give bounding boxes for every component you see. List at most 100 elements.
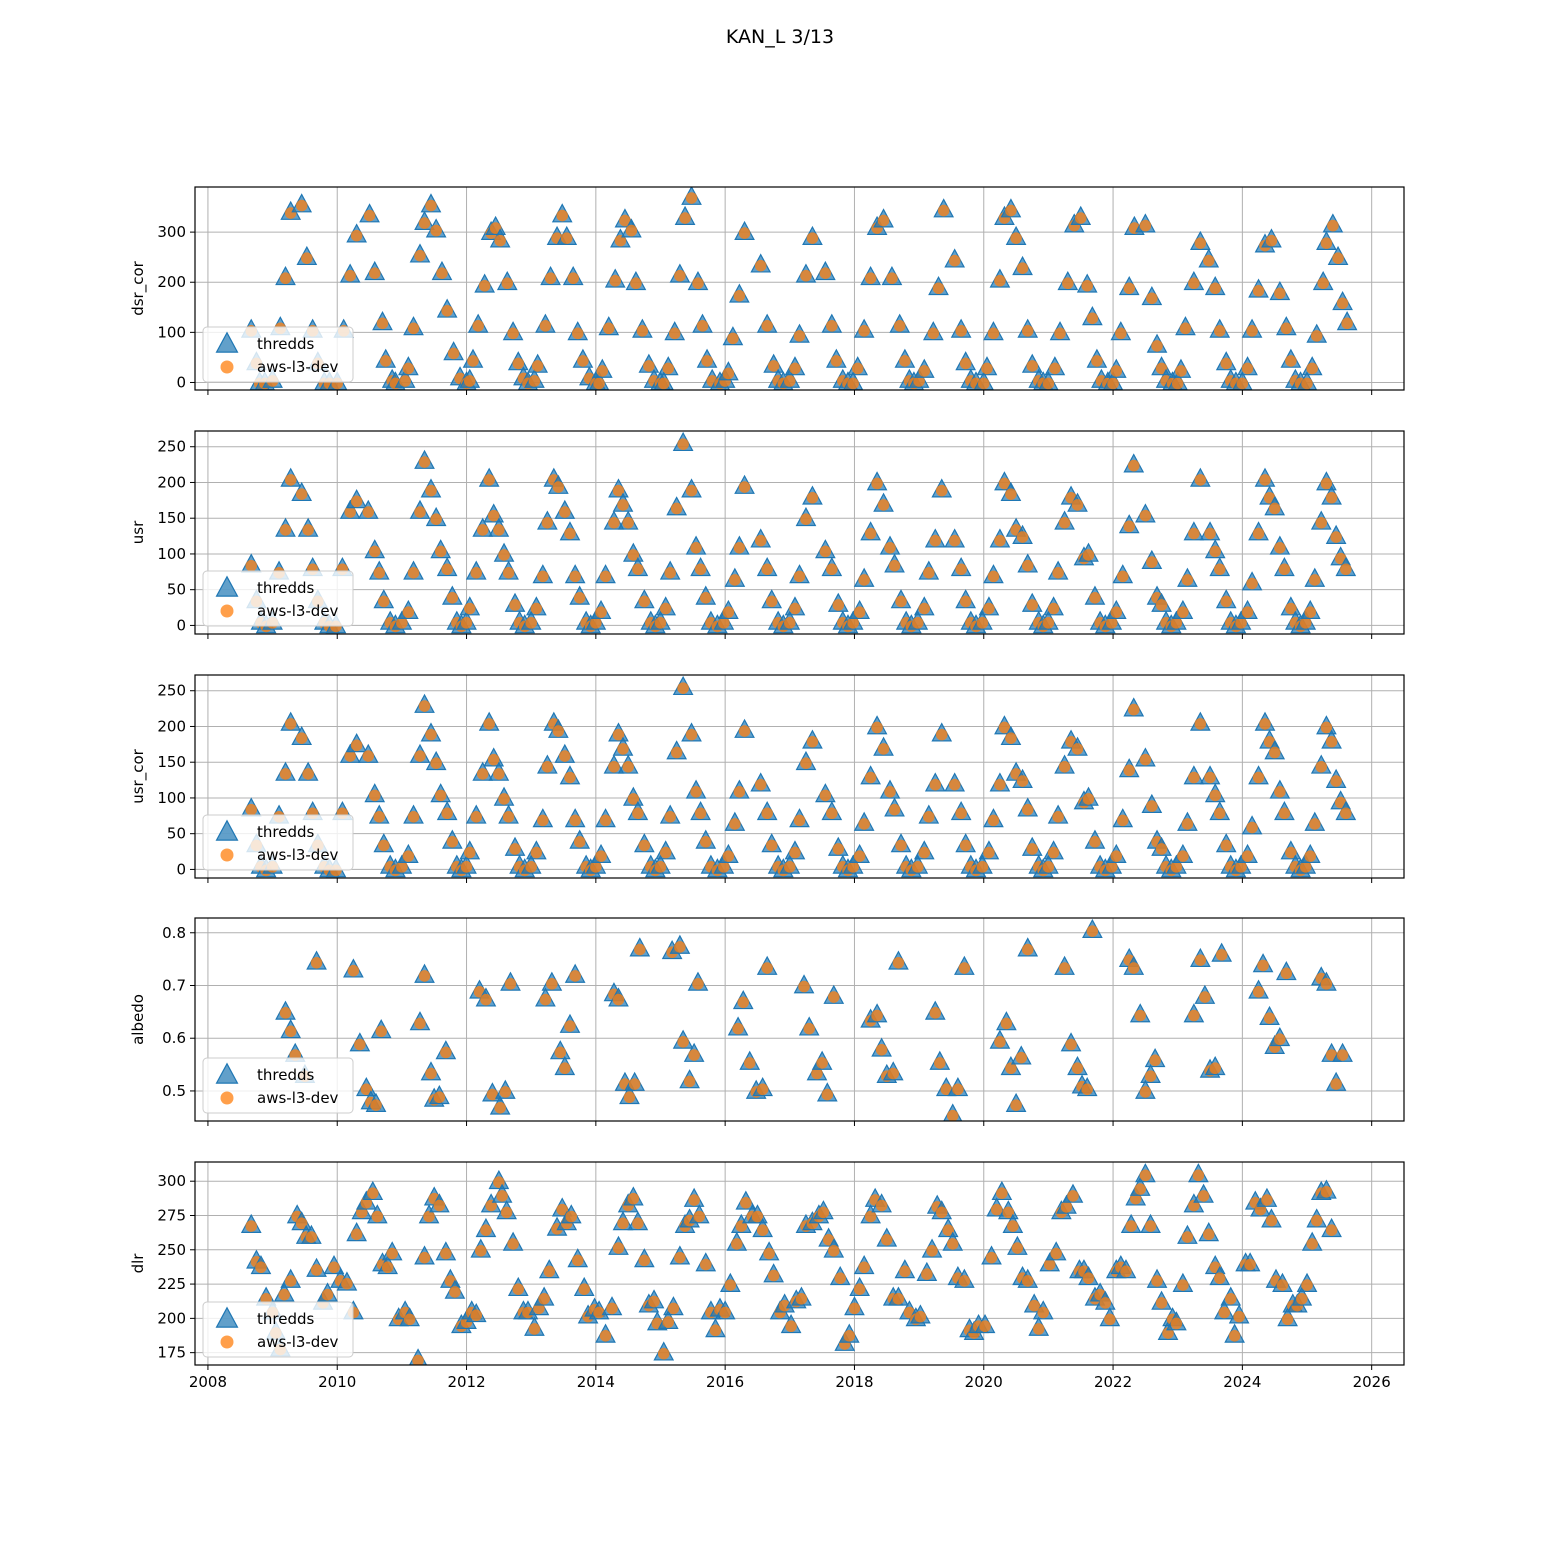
aws-l3-dev-point	[279, 1007, 292, 1019]
aws-l3-dev-point	[402, 362, 415, 375]
aws-l3-dev-point	[733, 541, 746, 554]
aws-l3-dev-point	[800, 269, 812, 282]
aws-l3-dev-point	[449, 1286, 461, 1298]
aws-l3-dev-point	[1015, 1051, 1028, 1064]
aws-l3-dev-point	[1320, 477, 1333, 490]
aws-l3-dev-point	[1144, 1220, 1157, 1232]
aws-l3-dev-point	[1241, 606, 1254, 618]
aws-l3-dev-point	[730, 1238, 743, 1250]
figure-title: KAN_L 3/13	[725, 26, 835, 48]
aws-l3-dev-point	[1265, 1214, 1278, 1227]
aws-l3-dev-point	[1110, 365, 1123, 377]
aws-l3-dev-point	[738, 481, 751, 493]
aws-l3-dev-point	[612, 728, 625, 741]
aws-l3-dev-point	[864, 527, 877, 540]
aws-l3-dev-point	[914, 1310, 927, 1323]
aws-l3-dev-point	[853, 606, 866, 618]
x-tick-label: 2008	[189, 1373, 227, 1391]
aws-l3-dev-point	[848, 1302, 861, 1315]
aws-l3-dev-point	[530, 602, 543, 615]
aws-l3-dev-point	[622, 516, 634, 529]
aws-l3-dev-point	[643, 360, 655, 372]
aws-l3-dev-point	[1320, 721, 1333, 734]
aws-l3-dev-point	[795, 1292, 808, 1305]
aws-l3-dev-point	[724, 1279, 737, 1291]
aws-l3-dev-point	[279, 768, 292, 780]
aws-l3-dev-point	[328, 1261, 340, 1274]
aws-l3-dev-point	[595, 606, 607, 618]
aws-l3-dev-point	[1110, 850, 1123, 862]
aws-l3-dev-point	[1308, 818, 1321, 830]
aws-l3-dev-point	[789, 602, 801, 615]
aws-l3-dev-point	[932, 282, 945, 295]
aws-l3-dev-point	[460, 861, 473, 873]
aws-l3-dev-point	[778, 1299, 791, 1312]
aws-l3-dev-point	[1134, 1183, 1147, 1195]
aws-l3-dev-point	[483, 474, 495, 486]
aws-l3-dev-point	[539, 320, 552, 332]
y-tick-label: 150	[157, 753, 186, 771]
aws-l3-dev-point	[414, 750, 426, 762]
aws-l3-dev-point	[1155, 843, 1168, 855]
aws-l3-dev-point	[1317, 277, 1329, 290]
aws-l3-dev-point	[875, 1043, 888, 1056]
legend-aws-label: aws-l3-dev	[257, 1333, 339, 1351]
aws-l3-dev-point	[688, 1194, 700, 1206]
aws-l3-dev-point	[895, 595, 907, 608]
aws-l3-dev-point	[578, 1283, 591, 1295]
aws-l3-dev-point	[476, 524, 489, 536]
aws-l3-dev-point	[486, 1088, 499, 1101]
aws-l3-dev-point	[709, 1324, 722, 1337]
aws-l3-dev-point	[674, 269, 686, 282]
aws-l3-dev-point	[1082, 549, 1095, 561]
aws-l3-dev-point	[489, 222, 502, 234]
aws-l3-dev-point	[612, 1242, 625, 1254]
aws-l3-dev-point	[1235, 861, 1247, 873]
aws-l3-dev-point	[1301, 377, 1313, 390]
aws-l3-dev-point	[1306, 1238, 1318, 1250]
aws-l3-dev-point	[806, 491, 819, 504]
aws-l3-dev-point	[765, 839, 778, 852]
aws-l3-dev-point	[955, 807, 967, 820]
aws-l3-dev-point	[1252, 527, 1265, 540]
aws-l3-dev-point	[622, 760, 634, 773]
aws-l3-dev-point	[793, 330, 806, 342]
aws-l3-dev-point	[373, 567, 386, 579]
aws-l3-dev-point	[1104, 1313, 1116, 1326]
aws-l3-dev-point	[1170, 1317, 1183, 1330]
aws-l3-dev-point	[679, 212, 691, 224]
aws-l3-dev-point	[834, 1272, 847, 1285]
aws-l3-dev-point	[403, 1313, 416, 1326]
aws-l3-dev-point	[1155, 362, 1168, 375]
aws-l3-dev-point	[638, 839, 651, 852]
aws-l3-dev-point	[1209, 545, 1222, 558]
x-tick-label: 2020	[965, 1373, 1003, 1391]
aws-l3-dev-point	[690, 785, 702, 798]
x-tick-label: 2012	[447, 1373, 485, 1391]
aws-l3-dev-point	[573, 592, 586, 604]
aws-l3-dev-point	[929, 778, 942, 791]
aws-l3-dev-point	[1263, 1012, 1276, 1024]
aws-l3-dev-point	[654, 617, 667, 629]
aws-l3-dev-point	[1209, 282, 1222, 295]
aws-l3-dev-point	[985, 1251, 998, 1264]
aws-l3-dev-point	[1091, 355, 1103, 367]
aws-l3-dev-point	[952, 1083, 964, 1096]
aws-l3-dev-point	[362, 750, 375, 762]
legend-aws-label: aws-l3-dev	[257, 358, 339, 376]
aws-l3-dev-point	[625, 224, 638, 237]
aws-l3-dev-point	[1116, 570, 1129, 583]
aws-l3-dev-point	[1304, 850, 1317, 862]
aws-l3-dev-point	[344, 750, 356, 762]
aws-l3-dev-point	[425, 1067, 437, 1080]
aws-l3-dev-point	[754, 259, 767, 272]
aws-l3-dev-point	[1257, 959, 1269, 972]
aws-l3-dev-point	[441, 563, 453, 576]
aws-l3-dev-point	[1042, 861, 1055, 873]
aws-l3-dev-point	[569, 570, 581, 583]
aws-l3-dev-point	[737, 996, 750, 1009]
aws-l3-dev-point	[627, 549, 640, 561]
aws-l3-dev-point	[1299, 861, 1312, 873]
aws-l3-dev-point	[628, 1078, 641, 1090]
